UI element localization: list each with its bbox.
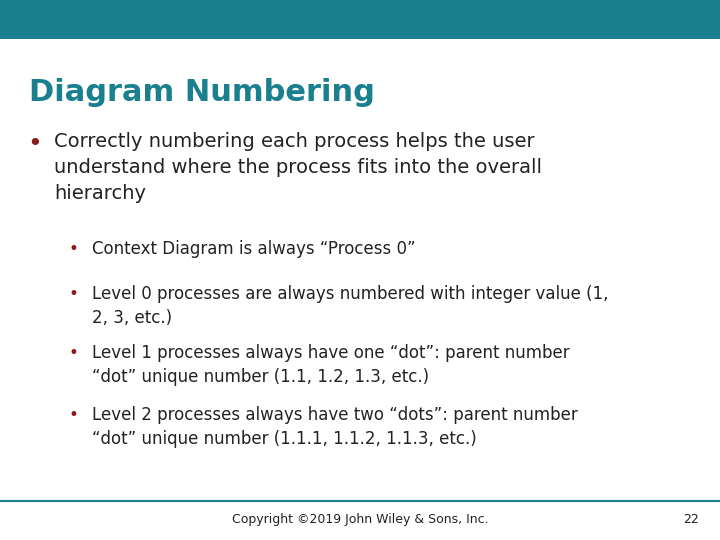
Text: 22: 22: [683, 513, 698, 526]
Text: •: •: [68, 285, 78, 303]
Text: •: •: [68, 240, 78, 258]
FancyBboxPatch shape: [0, 0, 720, 39]
Text: •: •: [68, 344, 78, 362]
Text: •: •: [68, 406, 78, 424]
Text: Correctly numbering each process helps the user
understand where the process fit: Correctly numbering each process helps t…: [54, 132, 542, 203]
Text: Level 2 processes always have two “dots”: parent number
“dot” unique number (1.1: Level 2 processes always have two “dots”…: [92, 406, 578, 448]
Text: Level 0 processes are always numbered with integer value (1,
2, 3, etc.): Level 0 processes are always numbered wi…: [92, 285, 608, 327]
Text: Level 1 processes always have one “dot”: parent number
“dot” unique number (1.1,: Level 1 processes always have one “dot”:…: [92, 344, 570, 386]
Text: Context Diagram is always “Process 0”: Context Diagram is always “Process 0”: [92, 240, 415, 258]
Text: Diagram Numbering: Diagram Numbering: [29, 78, 374, 107]
Text: Copyright ©2019 John Wiley & Sons, Inc.: Copyright ©2019 John Wiley & Sons, Inc.: [232, 513, 488, 526]
Text: •: •: [27, 132, 42, 156]
